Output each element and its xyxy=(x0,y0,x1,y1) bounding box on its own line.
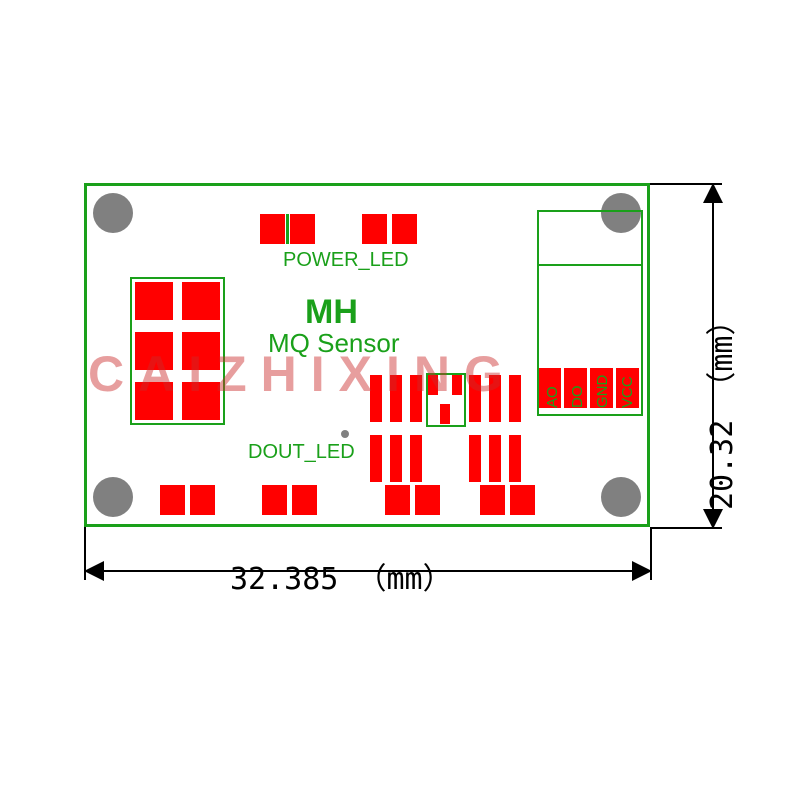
pad-bot-c4a xyxy=(480,485,505,515)
pad-top-c1a xyxy=(260,214,285,244)
pad-left-p1b xyxy=(182,282,220,320)
pad-bot-c3b xyxy=(415,485,440,515)
pad-r-grid-d3 xyxy=(509,435,521,482)
mounting-hole-2 xyxy=(93,477,133,517)
pad-r-grid-c1 xyxy=(370,435,382,482)
pad-top-c2b xyxy=(392,214,417,244)
led-power-body xyxy=(286,214,289,244)
power-led-label: POWER_LED xyxy=(283,249,409,272)
pin-label-vcc: VCC xyxy=(619,376,636,408)
pad-bot-c1b xyxy=(190,485,215,515)
pad-bot-c2b xyxy=(292,485,317,515)
dim-v-text: 20.32 （mm） xyxy=(697,306,741,511)
pin-label-ao: AO xyxy=(544,386,561,408)
pad-left-p1a xyxy=(135,282,173,320)
pad-r-grid-d1 xyxy=(469,435,481,482)
dim-arrow xyxy=(632,561,652,581)
pad-bot-c1a xyxy=(160,485,185,515)
fiducial-dot xyxy=(341,430,349,438)
pad-r-grid-c2 xyxy=(390,435,402,482)
pad-bot-c4b xyxy=(510,485,535,515)
pad-top-c1b xyxy=(290,214,315,244)
pin-header-divider xyxy=(537,264,643,266)
dout-led-label: DOUT_LED xyxy=(248,441,355,464)
mh-logo: MH xyxy=(305,293,358,332)
pin-label-gnd: GND xyxy=(594,375,611,408)
pad-r-grid-c3 xyxy=(410,435,422,482)
pad-top-c2a xyxy=(362,214,387,244)
dim-h-text: 32.385 （mm） xyxy=(230,554,453,598)
dim-arrow xyxy=(84,561,104,581)
mounting-hole-0 xyxy=(93,193,133,233)
pin-label-do: DO xyxy=(569,386,586,409)
watermark-text: CAIZHIXING xyxy=(88,345,517,403)
pad-bot-c3a xyxy=(385,485,410,515)
pad-r-grid-d2 xyxy=(489,435,501,482)
dim-arrow xyxy=(703,509,723,529)
dim-arrow xyxy=(703,183,723,203)
mounting-hole-3 xyxy=(601,477,641,517)
pad-bot-c2a xyxy=(262,485,287,515)
